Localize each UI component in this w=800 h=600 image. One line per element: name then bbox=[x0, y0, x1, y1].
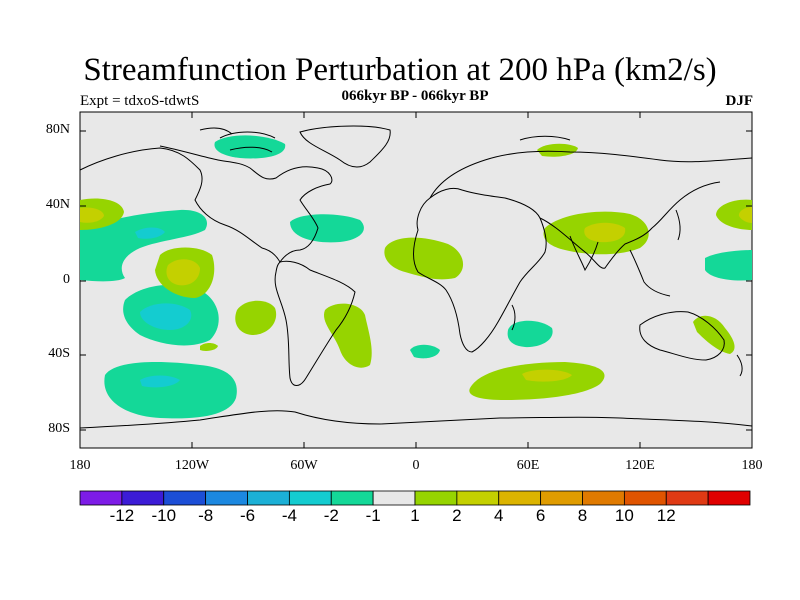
colorbar-swatch bbox=[540, 490, 583, 506]
coastline-arctic-archipelago bbox=[199, 127, 571, 153]
lon-label-180-east: 180 bbox=[741, 458, 763, 473]
contour-pos-southern-indian-core bbox=[522, 369, 572, 382]
contour-neg-west-pacific bbox=[705, 250, 752, 281]
colorbar-label: -10 bbox=[151, 506, 177, 525]
colorbar-label: -4 bbox=[281, 506, 297, 525]
coastline-india bbox=[569, 235, 599, 272]
lon-label-60e: 60E bbox=[516, 458, 540, 473]
coastline-madagascar bbox=[511, 304, 516, 331]
plot-title: Streamfunction Perturbation at 200 hPa (… bbox=[83, 52, 717, 88]
colorbar-swatch bbox=[623, 490, 667, 506]
coastline-antarctica bbox=[79, 410, 753, 429]
colorbar-swatch bbox=[582, 490, 625, 506]
lon-label-0: 0 bbox=[412, 458, 420, 473]
lon-label-180-west: 180 bbox=[69, 458, 91, 473]
colorbar-label: 10 bbox=[614, 506, 634, 525]
colorbar-label: 2 bbox=[452, 506, 462, 525]
colorbar-label: 6 bbox=[535, 506, 546, 525]
colorbar-label: 4 bbox=[494, 506, 504, 525]
colorbar bbox=[79, 490, 751, 506]
coastline-japan bbox=[675, 209, 681, 241]
contour-neg-atlantic bbox=[290, 214, 364, 243]
colorbar-swatch bbox=[79, 490, 123, 506]
contour-neg-south-atlantic-small bbox=[410, 344, 440, 359]
colorbar-swatch bbox=[456, 490, 500, 506]
colorbar-swatch bbox=[330, 490, 374, 506]
colorbar-swatch bbox=[707, 490, 751, 506]
colorbar-swatch bbox=[163, 490, 207, 506]
lat-label-80s: 80S bbox=[48, 421, 70, 436]
colorbar-swatch bbox=[247, 490, 290, 506]
contour-pos-small-patch bbox=[200, 343, 218, 351]
period-label: 066kyr BP - 066kyr BP bbox=[341, 88, 489, 104]
colorbar-swatch bbox=[288, 490, 332, 506]
coastline-australia bbox=[639, 311, 725, 361]
contour-pos-east-edge bbox=[716, 199, 752, 230]
axis-ticks bbox=[80, 112, 752, 448]
contour-pos-west-edge-core bbox=[80, 207, 104, 223]
coastline-greenland bbox=[299, 125, 391, 168]
coastline-south-america bbox=[274, 260, 356, 386]
colorbar-swatch bbox=[414, 490, 458, 506]
contour-pos-brazil bbox=[323, 303, 372, 368]
lat-label-40n: 40N bbox=[45, 197, 70, 212]
experiment-label: Expt = tdxoS-tdwtS bbox=[80, 93, 200, 109]
contour-neg-south-pacific-core bbox=[140, 303, 192, 330]
colorbar-label: -6 bbox=[239, 506, 256, 525]
contour-neg-pacific-band bbox=[80, 209, 208, 282]
contour-pos-east-edge-core bbox=[738, 207, 752, 223]
colorbar-swatch bbox=[498, 490, 542, 506]
contour-pos-siberia bbox=[537, 143, 578, 157]
coastline-southeast-asia bbox=[629, 249, 671, 297]
contour-pos-africa bbox=[384, 237, 464, 280]
colorbar-swatch bbox=[205, 490, 248, 506]
lon-label-120w: 120W bbox=[174, 458, 210, 473]
lon-label-60w: 60W bbox=[290, 458, 318, 473]
contour-neg-southern-pacific bbox=[104, 362, 237, 419]
lat-label-0: 0 bbox=[63, 272, 70, 287]
colorbar-label: 12 bbox=[656, 506, 676, 525]
colorbar-label: -12 bbox=[109, 506, 135, 525]
colorbar-label: 1 bbox=[410, 506, 420, 525]
coastline-europe-africa bbox=[413, 187, 547, 353]
coastline-asia-south bbox=[539, 181, 721, 269]
lat-label-80n: 80N bbox=[45, 122, 70, 137]
season-label: DJF bbox=[725, 93, 754, 109]
colorbar-label: -2 bbox=[323, 506, 339, 525]
coastline-north-america bbox=[79, 145, 333, 263]
lon-label-120e: 120E bbox=[625, 458, 655, 473]
colorbar-label: 8 bbox=[577, 506, 588, 525]
contour-pos-central-pacific-core bbox=[166, 259, 200, 286]
contour-pos-southeast-pacific bbox=[235, 300, 277, 335]
contour-pos-asia-core bbox=[584, 222, 626, 243]
contour-neg-southern-core bbox=[140, 375, 180, 388]
lat-label-40s: 40S bbox=[48, 346, 70, 361]
coastline-eurasia-north bbox=[429, 150, 753, 199]
colorbar-swatch bbox=[121, 490, 165, 506]
coastline-new-zealand bbox=[736, 354, 743, 377]
colorbar-swatch bbox=[665, 490, 709, 506]
colorbar-label: -1 bbox=[365, 506, 381, 525]
coastlines bbox=[79, 125, 753, 429]
colorbar-label: -8 bbox=[198, 506, 214, 525]
contour-neg-indian bbox=[507, 320, 553, 348]
contour-neg-pacific-core bbox=[135, 227, 165, 239]
colorbar-swatch bbox=[372, 490, 416, 506]
